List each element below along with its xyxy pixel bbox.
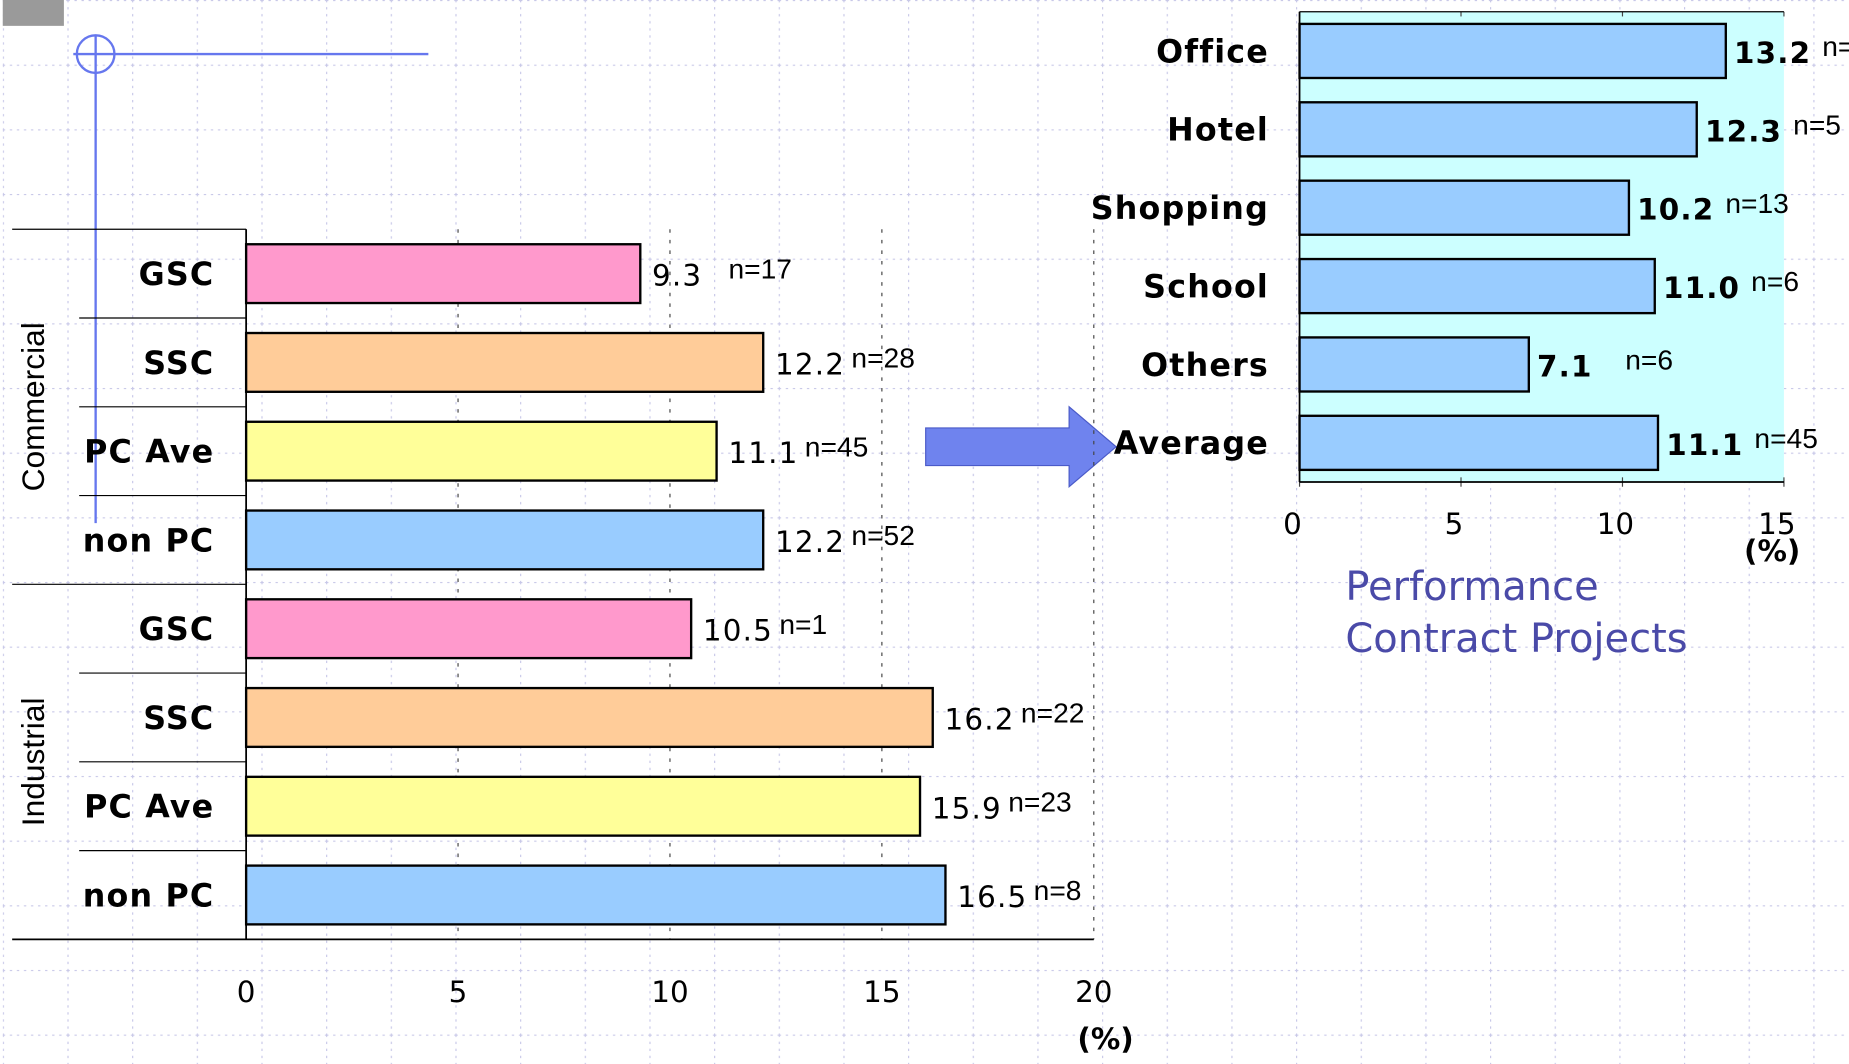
n-label: n=22	[1021, 697, 1085, 729]
plot-background	[1300, 12, 1784, 482]
category-label: PC Ave	[84, 435, 214, 471]
category-label: GSC	[139, 257, 215, 293]
bar	[1300, 102, 1697, 156]
category-label: SSC	[143, 346, 214, 382]
slide: 05101520(%)GSC9.3n=17SSC12.2n=28PC Ave11…	[0, 0, 1849, 1064]
value-label: 12.3	[1705, 114, 1782, 148]
category-label: PC Ave	[84, 790, 214, 826]
value-label: 11.1	[1666, 428, 1743, 462]
value-label: 16.5	[957, 880, 1027, 914]
bar	[1300, 181, 1629, 235]
value-label: 7.1	[1537, 349, 1593, 383]
n-label: n=13	[1725, 187, 1789, 219]
annotation: Contract Projects	[1345, 616, 1687, 662]
category-label: Shopping	[1091, 191, 1269, 227]
n-label: n=6	[1751, 265, 1799, 297]
x-tick-label: 5	[449, 975, 468, 1009]
category-label: Others	[1141, 348, 1269, 384]
n-label: n=15	[1822, 30, 1849, 62]
n-label: n=52	[851, 519, 915, 551]
bar	[1300, 259, 1655, 313]
bar	[246, 511, 763, 570]
category-label: non PC	[83, 523, 215, 559]
value-label: 11.1	[728, 436, 798, 470]
bar	[246, 866, 945, 925]
value-label: 10.2	[1637, 193, 1714, 227]
bar	[1300, 337, 1529, 391]
n-label: n=1	[779, 608, 827, 640]
category-label: Hotel	[1167, 113, 1269, 149]
x-tick-label: 10	[1597, 507, 1634, 541]
bar	[246, 688, 933, 747]
n-label: n=45	[1754, 422, 1818, 454]
n-label: n=45	[805, 430, 869, 462]
value-label: 11.0	[1663, 271, 1740, 305]
category-label: SSC	[143, 701, 214, 737]
value-label: 16.2	[944, 702, 1014, 736]
value-label: 13.2	[1734, 36, 1811, 70]
value-label: 12.2	[775, 525, 845, 559]
value-label: 15.9	[932, 791, 1002, 825]
category-label: School	[1143, 269, 1269, 305]
n-label: n=28	[851, 342, 915, 374]
bar	[246, 333, 763, 392]
x-tick-label: 15	[863, 975, 900, 1009]
n-label: n=6	[1625, 344, 1673, 376]
x-tick-label: 5	[1445, 507, 1464, 541]
corner-image	[3, 0, 64, 26]
x-tick-label: 10	[651, 975, 688, 1009]
bar	[1300, 24, 1726, 78]
category-label: Office	[1156, 34, 1269, 70]
x-tick-label: 0	[237, 975, 256, 1009]
x-axis-label: (%)	[1077, 1022, 1133, 1056]
category-label: non PC	[83, 878, 215, 914]
bar	[246, 777, 920, 836]
group-label: Commercial	[15, 322, 51, 491]
bar	[246, 599, 691, 658]
x-tick-label: 20	[1075, 975, 1112, 1009]
value-label: 12.2	[775, 347, 845, 381]
group-label: Industrial	[15, 697, 51, 826]
n-label: n=5	[1793, 108, 1841, 140]
n-label: n=23	[1008, 785, 1072, 817]
value-label: 10.5	[703, 614, 773, 648]
category-label: Average	[1114, 426, 1269, 462]
x-axis-label: (%)	[1744, 534, 1800, 568]
bar	[246, 244, 640, 303]
value-label: 9.3	[652, 259, 702, 293]
bar	[246, 422, 716, 481]
bar	[1300, 416, 1658, 470]
n-label: n=17	[728, 253, 792, 285]
x-tick-label: 0	[1283, 507, 1302, 541]
category-label: GSC	[139, 612, 215, 648]
n-label: n=8	[1034, 874, 1082, 906]
annotation: Performance	[1345, 564, 1598, 610]
